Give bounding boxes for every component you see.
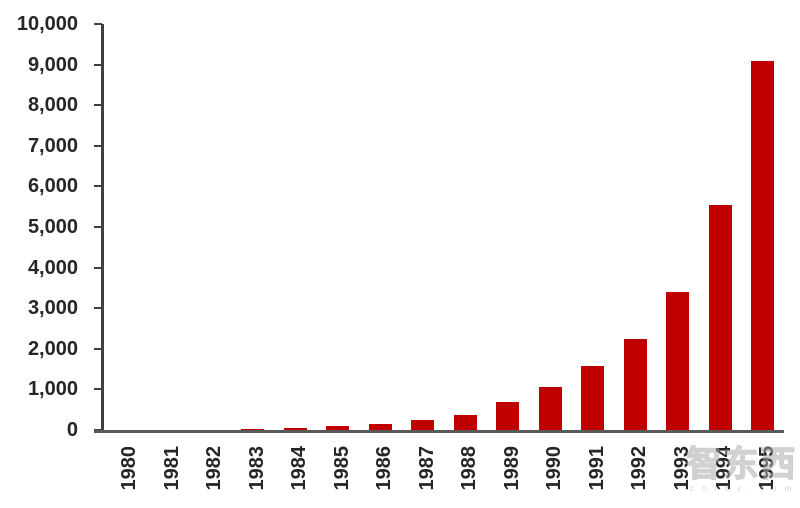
y-tick-label: 3,000 [27,297,78,320]
y-tick [94,307,102,310]
x-tick-label-1992: 1992 [628,446,651,491]
bar-1985 [326,426,350,430]
x-tick-label-1985: 1985 [330,446,353,491]
watermark: 智东西 z h i d x . c o m [686,445,798,493]
x-tick-label-1995: 1995 [755,446,778,491]
y-tick-label: 6,000 [27,175,78,198]
y-tick [94,347,102,350]
y-tick-label: 7,000 [27,134,78,157]
x-tick-label-1981: 1981 [160,446,183,491]
bar-1995 [751,60,775,430]
y-tick [94,63,102,66]
x-tick-label-1990: 1990 [543,446,566,491]
y-tick-label: 10,000 [16,13,78,35]
y-tick-label: 5,000 [27,216,78,238]
y-tick-label: 1,000 [27,378,78,401]
x-tick-label-1987: 1987 [415,446,438,491]
y-tick-label: 0 [66,419,78,441]
y-tick [94,23,102,25]
y-tick [94,104,102,107]
x-tick-label-1982: 1982 [203,446,226,491]
bar-1993 [666,292,690,430]
x-axis-line [94,430,784,433]
bar-1994 [708,204,732,430]
bar-1992 [623,338,647,430]
bar-1987 [411,420,435,430]
x-tick-label-1980: 1980 [118,446,141,491]
y-axis-line [101,24,104,433]
y-tick [94,144,102,147]
bar-1988 [453,414,477,430]
y-tick-label: 9,000 [27,53,78,76]
y-tick [94,388,102,391]
bar-1983 [241,429,265,430]
x-tick-label-1989: 1989 [500,446,523,491]
x-tick-label-1994: 1994 [713,446,736,491]
watermark-logo-text: 智东西 [686,445,798,484]
x-tick-label-1988: 1988 [458,446,481,491]
y-tick-label: 8,000 [27,94,78,117]
bar-1986 [368,423,392,430]
x-tick-label-1986: 1986 [373,446,396,491]
y-tick [94,185,102,188]
bar-1991 [581,365,605,430]
bar-1984 [283,428,307,430]
y-tick [94,226,102,228]
x-tick-label-1993: 1993 [670,446,693,491]
y-tick [94,266,102,269]
x-tick-label-1991: 1991 [585,446,608,491]
x-tick-label-1984: 1984 [288,446,311,491]
watermark-domain-text: z h i d x . c o m [689,484,795,493]
x-tick-label-1983: 1983 [245,446,268,491]
y-tick-label: 2,000 [27,337,78,360]
bar-1989 [496,402,520,430]
y-tick-label: 4,000 [27,256,78,279]
bar-1990 [538,387,562,430]
